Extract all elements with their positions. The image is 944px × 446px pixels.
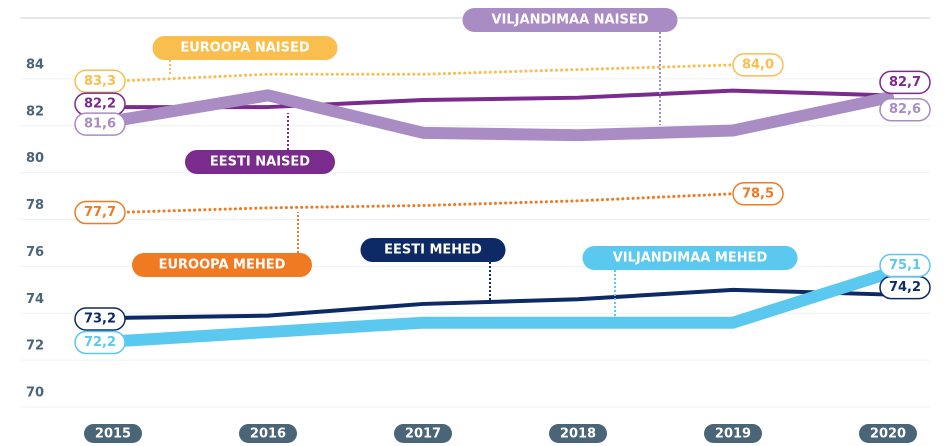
series-line	[111, 63, 735, 83]
x-tick: 2019	[704, 424, 762, 443]
y-tick-label: 84	[26, 57, 44, 72]
legend-pill	[360, 238, 506, 262]
value-label-pill	[74, 69, 126, 94]
value-label: 75,1	[879, 253, 931, 278]
x-tick-pill	[239, 424, 297, 443]
legend-pill	[462, 8, 678, 32]
value-label-text: 73,2	[84, 312, 116, 327]
y-tick-label: 72	[26, 339, 44, 354]
x-tick-label: 2017	[405, 427, 441, 442]
legend-pill	[185, 150, 335, 174]
series-line	[111, 287, 890, 320]
value-label-pill	[879, 70, 931, 95]
legend-label: EESTI MEHED	[384, 243, 482, 258]
value-label-text: 84,0	[742, 57, 774, 72]
series-line	[111, 192, 735, 215]
value-label: 72,2	[74, 330, 126, 355]
series-line	[111, 88, 890, 110]
legend-label: EUROOPA MEHED	[159, 258, 286, 273]
value-label-text: 72,2	[84, 335, 116, 350]
y-tick-label: 78	[26, 198, 44, 213]
series-callout: VILJANDIMAA NAISED	[462, 8, 678, 125]
x-tick-label: 2018	[560, 427, 596, 442]
value-label-text: 77,7	[84, 205, 116, 220]
value-label-pill	[74, 330, 126, 355]
value-label-pill	[74, 307, 126, 331]
legend-pill	[582, 246, 798, 270]
y-tick-label: 74	[26, 292, 44, 307]
value-label-text: 83,3	[84, 74, 116, 89]
series-callout: EESTI NAISED	[185, 113, 335, 174]
value-label-text: 74,2	[889, 280, 921, 295]
value-label-pill	[879, 253, 931, 278]
x-tick-label: 2016	[250, 427, 286, 442]
legend-pill	[132, 253, 312, 277]
value-label-text: 78,5	[742, 186, 774, 201]
value-label-text: 82,2	[84, 97, 116, 112]
value-label: 84,0	[732, 53, 784, 77]
legend-label: VILJANDIMAA NAISED	[492, 13, 649, 28]
x-tick-pill	[859, 424, 917, 443]
y-tick-label: 82	[26, 104, 44, 119]
series-callout: EUROOPA MEHED	[132, 212, 312, 277]
x-tick-pill	[84, 424, 142, 443]
value-label-pill	[74, 112, 126, 136]
value-label-pill	[879, 97, 931, 122]
series-callout: EUROOPA NAISED	[152, 36, 338, 74]
value-label-pill	[732, 182, 784, 206]
legend-pill	[152, 36, 338, 60]
x-tick-pill	[704, 424, 762, 443]
value-label: 81,6	[74, 112, 126, 136]
x-tick: 2015	[84, 424, 142, 443]
series-callout: EESTI MEHED	[360, 238, 506, 305]
x-tick-label: 2015	[95, 427, 131, 442]
series-line	[107, 267, 894, 348]
legend-label: EESTI NAISED	[210, 155, 310, 170]
value-label-text: 82,6	[889, 102, 921, 117]
value-label-text: 81,6	[84, 117, 116, 132]
x-tick: 2016	[239, 424, 297, 443]
y-tick-label: 76	[26, 245, 44, 260]
x-tick: 2017	[394, 424, 452, 443]
value-label: 83,3	[74, 69, 126, 94]
value-label: 82,7	[879, 70, 931, 95]
series-callout: VILJANDIMAA MEHED	[582, 246, 798, 322]
value-label: 82,6	[879, 97, 931, 122]
y-tick-label: 70	[26, 386, 44, 401]
x-tick-pill	[394, 424, 452, 443]
value-label-pill	[732, 53, 784, 77]
value-label: 78,5	[732, 182, 784, 206]
value-label: 74,2	[879, 275, 931, 300]
value-label: 77,7	[74, 200, 126, 225]
value-label-text: 75,1	[889, 258, 921, 273]
value-label: 73,2	[74, 307, 126, 331]
x-tick-label: 2019	[715, 427, 751, 442]
value-label-pill	[74, 200, 126, 225]
x-tick-label: 2020	[870, 427, 906, 442]
legend-label: VILJANDIMAA MEHED	[613, 251, 768, 266]
x-tick: 2018	[549, 424, 607, 443]
y-tick-label: 80	[26, 151, 44, 166]
series-line	[107, 89, 894, 142]
value-label: 82,2	[74, 92, 126, 116]
value-label-text: 82,7	[889, 75, 921, 90]
legend-label: EUROOPA NAISED	[180, 41, 309, 56]
x-tick: 2020	[859, 424, 917, 443]
x-tick-pill	[549, 424, 607, 443]
